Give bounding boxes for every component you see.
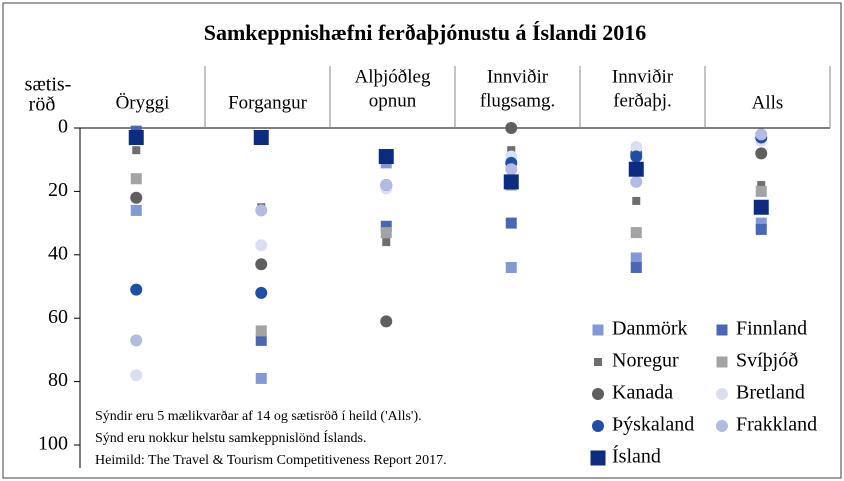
legend-label: Frakkland xyxy=(736,414,817,436)
point xyxy=(630,227,642,239)
y-axis-label: sætis- xyxy=(25,74,72,96)
point xyxy=(503,174,519,190)
point xyxy=(380,179,393,192)
point xyxy=(255,325,267,337)
point xyxy=(632,196,641,205)
y-tick-label: 20 xyxy=(48,179,68,201)
point xyxy=(505,217,517,229)
legend-marker xyxy=(716,356,728,368)
point xyxy=(507,146,516,155)
point xyxy=(132,146,141,155)
legend-marker xyxy=(592,324,604,336)
legend-label: Finnland xyxy=(736,318,807,340)
point xyxy=(753,199,769,215)
point xyxy=(130,191,143,204)
point xyxy=(755,128,768,141)
legend-label: Danmörk xyxy=(612,318,688,340)
legend-marker xyxy=(592,420,604,432)
chart-title: Samkeppnishæfni ferðaþjónustu á Íslandi … xyxy=(204,20,647,45)
point xyxy=(380,220,392,232)
point xyxy=(755,217,767,229)
legend-marker xyxy=(594,358,602,366)
point xyxy=(255,204,268,217)
point xyxy=(755,147,768,160)
legend-label: Bretland xyxy=(736,382,805,404)
point xyxy=(755,223,767,235)
y-tick-label: 100 xyxy=(38,433,68,455)
legend-label: Kanada xyxy=(612,382,673,404)
legend-label: Þýskaland xyxy=(612,414,694,436)
point xyxy=(255,258,268,271)
point xyxy=(255,334,267,346)
point xyxy=(628,161,644,177)
legend-marker xyxy=(716,324,728,336)
point xyxy=(128,130,144,146)
note: Sýnd eru nokkur helstu samkeppnislönd Ís… xyxy=(95,429,366,446)
point xyxy=(630,150,643,163)
legend-label: Ísland xyxy=(612,445,661,468)
y-tick-label: 80 xyxy=(48,369,68,391)
point xyxy=(755,185,767,197)
point xyxy=(130,369,143,382)
x-tick-label: Forgangur xyxy=(228,92,307,113)
y-axis-label: röð xyxy=(29,94,56,116)
x-tick-label: flugsamg. xyxy=(480,90,555,111)
note: Heimild: The Travel & Tourism Competitiv… xyxy=(95,453,447,468)
x-tick-label: Innviðir xyxy=(487,66,549,87)
point xyxy=(630,261,642,273)
point xyxy=(505,261,517,273)
point xyxy=(255,239,268,252)
point xyxy=(130,334,143,347)
legend-label: Svíþjóð xyxy=(736,350,798,372)
legend-marker xyxy=(592,388,604,400)
point xyxy=(378,149,394,165)
point xyxy=(255,372,267,384)
point xyxy=(505,122,518,134)
note: Sýndir eru 5 mælikvarðar af 14 og sætisr… xyxy=(95,409,422,424)
point xyxy=(255,286,268,299)
point xyxy=(130,204,142,216)
y-tick-label: 60 xyxy=(48,306,68,328)
point xyxy=(757,181,766,190)
y-tick-label: 40 xyxy=(48,242,68,264)
legend-marker xyxy=(716,388,728,400)
point xyxy=(382,238,391,247)
point xyxy=(630,141,643,154)
x-tick-label: Innviðir xyxy=(612,66,674,87)
point xyxy=(630,175,643,188)
point xyxy=(380,315,393,328)
y-tick-label: 0 xyxy=(58,116,68,138)
x-tick-label: Öryggi xyxy=(116,92,170,113)
x-tick-label: Alþjóðleg xyxy=(355,66,431,87)
x-tick-label: ferðaþj. xyxy=(613,90,672,111)
x-tick-label: opnun xyxy=(369,90,417,111)
legend-label: Noregur xyxy=(612,350,679,372)
point xyxy=(630,252,642,264)
legend-marker xyxy=(590,450,606,466)
x-tick-label: Alls xyxy=(752,92,784,113)
point xyxy=(253,130,269,146)
legend-marker xyxy=(716,420,728,432)
point xyxy=(130,283,143,296)
point xyxy=(130,173,142,185)
point xyxy=(505,163,518,176)
point xyxy=(380,227,392,239)
